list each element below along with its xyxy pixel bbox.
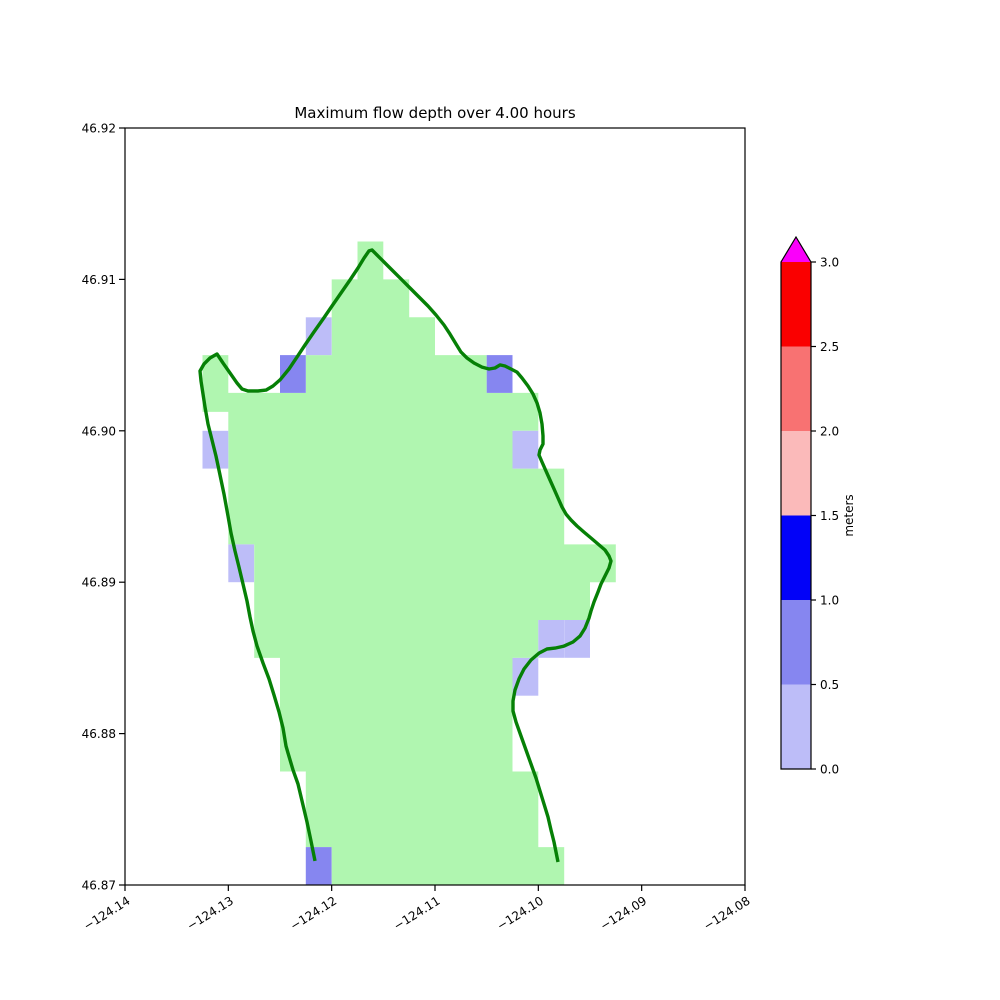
colorbar-tick-label: 0.5 (820, 678, 839, 692)
x-tick-label: −124.08 (701, 894, 753, 933)
depth-cell (486, 355, 513, 393)
depth-cell (512, 430, 539, 469)
colorbar-segment (781, 346, 811, 431)
y-tick-label: 46.89 (82, 576, 116, 590)
x-tick-label: −124.12 (288, 894, 340, 933)
y-tick-label: 46.90 (82, 424, 116, 438)
x-tick-label: −124.11 (391, 894, 443, 933)
colorbar: 0.0 0.5 1.0 1.5 2.0 2.5 3.0 (780, 235, 839, 777)
depth-cell (305, 847, 332, 885)
x-tick-label: −124.09 (598, 894, 650, 933)
coastline-path (198, 248, 613, 863)
x-tick-label: −124.10 (494, 894, 546, 933)
y-tick-label: 46.91 (82, 273, 116, 287)
land-region (202, 241, 616, 885)
plot-title: Maximum flow depth over 4.00 hours (294, 104, 576, 122)
colorbar-segment (781, 684, 811, 769)
colorbar-tick-label: 1.5 (820, 509, 839, 523)
colorbar-tick-label: 1.0 (820, 594, 839, 608)
colorbar-tick-label: 2.0 (820, 425, 839, 439)
colorbar-tick-label: 0.0 (820, 763, 839, 777)
colorbar-segment (781, 600, 811, 685)
colorbar-segment (781, 515, 811, 600)
y-tick-label: 46.87 (82, 879, 116, 893)
colorbar-segment (781, 431, 811, 516)
x-tick-label: −124.13 (184, 894, 236, 933)
colorbar-axis-label: meters (842, 494, 856, 536)
x-tick-label: −124.14 (81, 894, 133, 933)
y-tick-label: 46.88 (82, 727, 116, 741)
y-tick-label: 46.92 (82, 122, 116, 136)
colorbar-tick-label: 3.0 (820, 256, 839, 270)
map-layer (198, 241, 616, 885)
colorbar-segment (781, 262, 811, 347)
colorbar-outline (780, 235, 812, 770)
colorbar-tick-label: 2.5 (820, 340, 839, 354)
colorbar-over-arrow (781, 237, 811, 262)
